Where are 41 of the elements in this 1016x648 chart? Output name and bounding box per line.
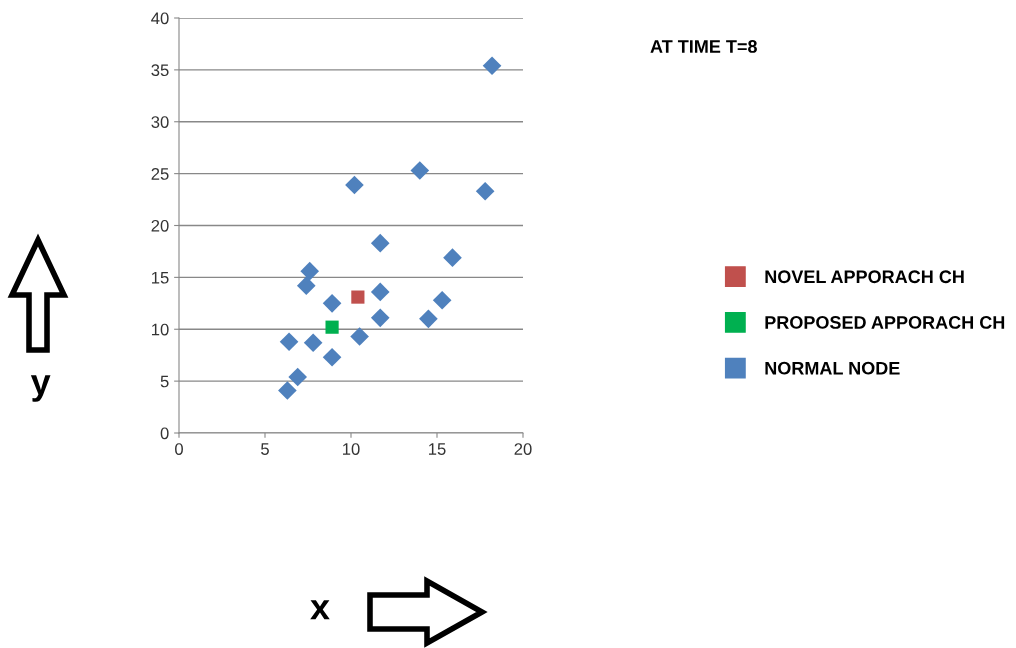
point — [300, 261, 320, 281]
point — [432, 290, 452, 310]
y-tick-label: 35 — [151, 64, 169, 77]
y-axis-title: y — [30, 375, 51, 402]
point — [322, 294, 342, 313]
point — [370, 308, 390, 328]
point — [482, 56, 502, 76]
legend-label: NOVEL APPORACH CH — [765, 270, 964, 284]
point — [303, 333, 323, 353]
y-tick-label: 5 — [160, 375, 169, 388]
point — [370, 233, 390, 253]
point — [279, 332, 299, 352]
point — [475, 181, 495, 201]
point — [322, 347, 342, 367]
y-tick-label: 25 — [151, 168, 169, 180]
point — [345, 175, 364, 195]
x-tick-label: 10 — [343, 443, 360, 455]
y-tick-label: 30 — [151, 116, 169, 128]
y-tick-label: 10 — [152, 323, 169, 336]
x-tick-label: 15 — [429, 443, 446, 455]
point — [325, 320, 339, 334]
point — [443, 248, 462, 267]
legend-label: PROPOSED APPORACH CH — [765, 316, 1005, 329]
x-tick-label: 5 — [261, 443, 269, 455]
point — [278, 381, 297, 400]
y-tick-label: 20 — [151, 219, 169, 232]
point — [350, 327, 369, 346]
point — [288, 367, 307, 387]
legend-label: NORMAL NODE — [765, 361, 900, 375]
y-tick-label: 40 — [151, 12, 169, 25]
point — [296, 276, 316, 295]
point — [410, 161, 430, 180]
point — [351, 290, 365, 304]
y-tick-label: 0 — [160, 427, 169, 440]
point — [419, 309, 438, 329]
text: AT TIME T=8 — [650, 40, 757, 53]
x-tick-label: 20 — [514, 443, 532, 455]
point — [370, 282, 390, 302]
x-tick-label: 0 — [175, 443, 183, 455]
y-tick-label: 15 — [152, 271, 169, 284]
x-axis-title: x — [310, 600, 330, 620]
